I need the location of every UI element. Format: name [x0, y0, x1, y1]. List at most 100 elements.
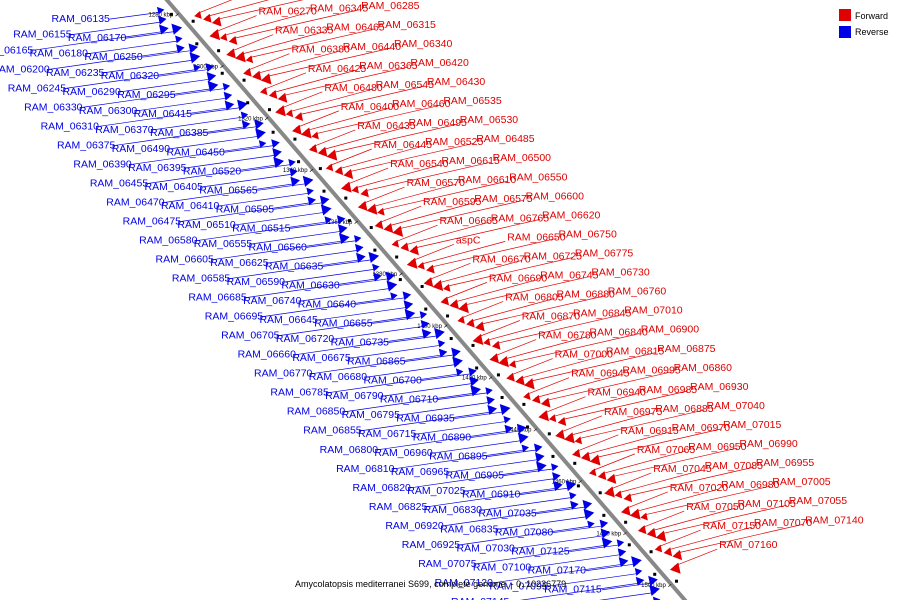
forward-gene-arrow[interactable] [432, 279, 444, 291]
forward-gene-arrow[interactable] [251, 70, 262, 81]
forward-gene-arrow[interactable] [409, 245, 419, 256]
forward-gene-arrow[interactable] [442, 283, 451, 292]
forward-gene-label[interactable]: RAM_06550 [509, 171, 568, 183]
forward-gene-label[interactable]: RAM_06610 [458, 174, 517, 186]
reverse-gene-arrow[interactable] [652, 596, 661, 600]
forward-gene-arrow[interactable] [351, 185, 359, 194]
reverse-gene-arrow[interactable] [402, 291, 412, 301]
forward-gene-label[interactable]: RAM_06440 [343, 41, 402, 53]
forward-gene-label[interactable]: RAM_06335 [275, 25, 334, 37]
reverse-gene-arrow[interactable] [582, 499, 593, 510]
forward-gene-arrow[interactable] [228, 35, 238, 45]
reverse-gene-label[interactable]: RAM_07095 [489, 580, 548, 592]
reverse-gene-arrow[interactable] [517, 432, 529, 444]
forward-gene-label[interactable]: RAM_06425 [308, 63, 367, 75]
reverse-gene-label[interactable]: RAM_06635 [265, 260, 324, 272]
reverse-gene-label[interactable]: RAM_06630 [281, 279, 340, 291]
forward-gene-arrow[interactable] [259, 87, 268, 96]
forward-gene-arrow[interactable] [275, 105, 286, 117]
forward-gene-arrow[interactable] [423, 277, 434, 288]
forward-gene-label[interactable]: RAM_06670 [472, 253, 531, 265]
forward-gene-label[interactable]: RAM_06345 [310, 3, 369, 15]
reverse-gene-label[interactable]: RAM_06715 [358, 428, 417, 440]
forward-gene-arrow[interactable] [672, 550, 683, 561]
forward-gene-label[interactable]: RAM_06535 [443, 95, 502, 107]
forward-gene-arrow[interactable] [294, 112, 304, 122]
reverse-gene-label[interactable]: RAM_07170 [528, 565, 587, 577]
forward-gene-arrow[interactable] [532, 394, 541, 404]
forward-gene-label[interactable]: RAM_06955 [756, 457, 815, 469]
reverse-gene-arrow[interactable] [353, 235, 362, 243]
forward-gene-label[interactable]: RAM_07085 [705, 460, 764, 472]
forward-gene-arrow[interactable] [621, 505, 631, 516]
forward-gene-arrow[interactable] [219, 33, 228, 41]
forward-gene-label[interactable]: RAM_06315 [378, 19, 437, 31]
forward-gene-label[interactable]: RAM_06465 [326, 22, 385, 34]
reverse-gene-label[interactable]: RAM_06855 [303, 425, 362, 437]
forward-gene-label[interactable]: RAM_07065 [637, 444, 696, 456]
forward-gene-label[interactable]: RAM_07045 [653, 463, 712, 475]
forward-gene-label[interactable]: RAM_06975 [604, 406, 663, 418]
reverse-gene-label[interactable]: RAM_07025 [407, 485, 466, 497]
forward-gene-arrow[interactable] [243, 67, 252, 77]
reverse-gene-arrow[interactable] [452, 356, 463, 368]
reverse-gene-label[interactable]: RAM_06895 [429, 451, 488, 463]
forward-gene-label[interactable]: RAM_06940 [588, 387, 647, 399]
forward-gene-label[interactable]: RAM_06760 [608, 286, 667, 298]
forward-gene-arrow[interactable] [292, 124, 302, 135]
reverse-gene-label[interactable]: RAM_06505 [216, 203, 275, 215]
reverse-gene-label[interactable]: RAM_06685 [188, 292, 247, 304]
reverse-gene-arrow[interactable] [288, 158, 296, 167]
reverse-gene-arrow[interactable] [386, 280, 398, 292]
forward-gene-label[interactable]: RAM_06485 [476, 133, 535, 145]
forward-gene-label[interactable]: RAM_06430 [427, 76, 486, 88]
reverse-gene-label[interactable]: RAM_06795 [342, 409, 401, 421]
forward-gene-arrow[interactable] [580, 451, 591, 462]
forward-gene-label[interactable]: RAM_06570 [407, 177, 466, 189]
forward-gene-label[interactable]: RAM_06930 [690, 381, 749, 393]
forward-gene-label[interactable]: RAM_06860 [674, 362, 733, 374]
forward-gene-label[interactable]: RAM_06985 [639, 384, 698, 396]
forward-gene-arrow[interactable] [235, 51, 246, 63]
forward-gene-label[interactable]: RAM_06840 [589, 327, 648, 339]
forward-gene-label[interactable]: RAM_06600 [526, 190, 585, 202]
forward-gene-arrow[interactable] [449, 299, 459, 310]
forward-gene-label[interactable]: RAM_06460 [392, 98, 451, 110]
forward-gene-label[interactable]: RAM_06575 [474, 193, 533, 205]
reverse-gene-label[interactable]: RAM_06390 [73, 158, 132, 170]
forward-gene-label[interactable]: RAM_07050 [686, 501, 745, 513]
forward-gene-arrow[interactable] [260, 73, 272, 85]
forward-gene-arrow[interactable] [194, 11, 202, 19]
forward-gene-label[interactable]: RAM_06725 [524, 250, 583, 262]
forward-gene-label[interactable]: RAM_06400 [341, 101, 400, 113]
forward-gene-label[interactable]: RAM_07150 [703, 520, 762, 532]
reverse-gene-label[interactable]: RAM_06770 [254, 368, 313, 380]
reverse-gene-label[interactable]: RAM_06405 [145, 181, 204, 193]
forward-gene-arrow[interactable] [317, 146, 328, 157]
reverse-gene-label[interactable]: RAM_06935 [396, 413, 455, 425]
forward-gene-arrow[interactable] [300, 127, 312, 139]
reverse-gene-label[interactable]: RAM_06835 [440, 523, 499, 535]
reverse-gene-arrow[interactable] [534, 452, 545, 463]
reverse-gene-label[interactable]: RAM_06250 [84, 51, 143, 63]
forward-gene-arrow[interactable] [440, 296, 450, 306]
forward-gene-arrow[interactable] [277, 92, 288, 103]
forward-gene-arrow[interactable] [392, 225, 404, 237]
forward-gene-arrow[interactable] [343, 168, 354, 179]
reverse-gene-arrow[interactable] [617, 548, 627, 558]
forward-gene-arrow[interactable] [597, 471, 607, 481]
reverse-gene-label[interactable]: RAM_07115 [544, 584, 602, 596]
forward-gene-label[interactable]: RAM_07000 [555, 349, 614, 361]
reverse-gene-label[interactable]: RAM_06960 [374, 447, 433, 459]
reverse-gene-label[interactable]: RAM_06680 [309, 371, 368, 383]
reverse-gene-label[interactable]: RAM_07080 [495, 527, 554, 539]
reverse-gene-label[interactable]: RAM_07035 [478, 508, 537, 520]
forward-gene-arrow[interactable] [646, 527, 657, 538]
reverse-gene-arrow[interactable] [503, 415, 511, 424]
reverse-gene-arrow[interactable] [320, 204, 332, 216]
forward-gene-arrow[interactable] [326, 149, 338, 161]
forward-gene-label[interactable]: RAM_06995 [622, 365, 681, 377]
forward-gene-arrow[interactable] [508, 360, 517, 369]
forward-gene-arrow[interactable] [564, 432, 575, 444]
forward-gene-arrow[interactable] [311, 131, 319, 140]
